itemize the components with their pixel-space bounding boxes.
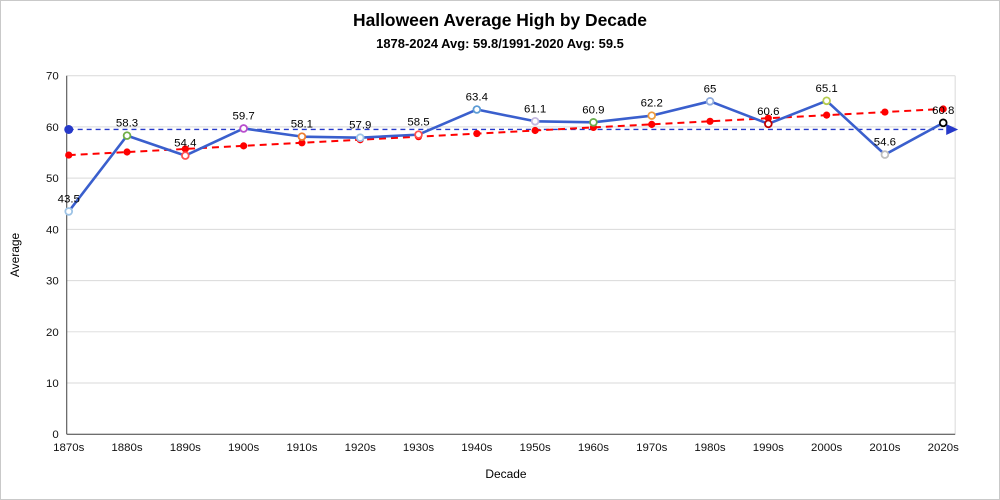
data-point-marker <box>880 150 890 159</box>
trend-point <box>531 126 539 135</box>
y-axis-title: Average <box>8 232 22 277</box>
trend-point <box>181 145 189 153</box>
series-line-path <box>67 99 945 213</box>
data-point-markers <box>64 96 948 216</box>
data-label: 60.6 <box>757 106 779 118</box>
data-label: 63.4 <box>466 92 489 104</box>
y-tick-label: 60 <box>46 122 59 134</box>
data-label: 60.8 <box>932 105 954 117</box>
trend-point <box>298 139 306 147</box>
trend-point <box>706 117 714 125</box>
y-tick-label: 40 <box>46 224 59 236</box>
x-tick-label: 1880s <box>111 442 142 454</box>
trend-point <box>939 105 947 113</box>
data-label: 65.1 <box>815 83 837 95</box>
data-point-marker <box>530 117 540 126</box>
x-tick-label: 2010s <box>869 442 900 454</box>
data-labels: 43.5 58.3 54.4 59.7 58.1 57.9 58.5 63.4 61.1 60.9… <box>58 83 955 206</box>
data-label: 59.7 <box>232 110 254 122</box>
data-label: 57.9 <box>349 120 371 132</box>
data-point-marker <box>472 105 482 114</box>
chart-title: Halloween Average High by Decade <box>353 10 647 30</box>
trend-line <box>68 108 944 157</box>
data-label: 43.5 <box>58 193 80 205</box>
chart-subtitle: 1878-2024 Avg: 59.8/1991-2020 Avg: 59.5 <box>376 36 624 51</box>
data-point-marker <box>764 119 773 129</box>
trend-point <box>240 142 248 150</box>
data-label: 58.3 <box>116 118 138 130</box>
reference-start-dot <box>64 125 74 134</box>
x-tick-label: 1930s <box>403 442 434 454</box>
data-label: 65 <box>704 83 717 95</box>
series-line-group <box>67 99 945 213</box>
x-tick-label: 1900s <box>228 442 259 454</box>
x-tick-label: 1870s <box>53 442 84 454</box>
y-tick-label: 70 <box>46 71 59 83</box>
y-tick-label: 10 <box>46 378 59 390</box>
y-tick-label: 50 <box>46 173 59 185</box>
trend-point <box>65 151 73 159</box>
data-point-marker <box>589 118 598 127</box>
data-point-marker <box>938 118 948 128</box>
x-tick-label: 1890s <box>170 442 201 454</box>
x-tick-label: 1920s <box>345 442 376 454</box>
y-tick-label: 0 <box>52 429 58 441</box>
x-tick-label: 1950s <box>520 442 551 454</box>
x-tick-label: 1940s <box>461 442 492 454</box>
x-tick-labels: 1870s 1880s 1890s 1900s 1910s 1920s 1930s 1940s… <box>53 442 959 454</box>
trend-point <box>123 148 131 156</box>
x-axis-title: Decade <box>485 467 527 481</box>
data-point-marker <box>822 96 831 106</box>
data-label: 62.2 <box>641 98 663 110</box>
data-point-marker <box>64 207 74 216</box>
reference-arrow-head <box>946 124 959 135</box>
data-point-marker <box>414 130 423 139</box>
y-tick-label: 30 <box>46 276 59 288</box>
trend-line-group <box>68 108 944 157</box>
data-label: 54.4 <box>174 138 197 150</box>
data-point-marker <box>705 97 715 106</box>
x-tick-label: 1960s <box>578 442 609 454</box>
y-tick-label: 20 <box>46 327 59 339</box>
data-point-marker <box>355 133 365 142</box>
y-tick-labels: 0 10 20 30 40 50 60 70 <box>46 71 59 442</box>
axes <box>66 75 956 435</box>
data-label: 58.1 <box>291 119 313 131</box>
x-tick-label: 2000s <box>811 442 842 454</box>
data-point-marker <box>122 131 132 140</box>
data-label: 60.9 <box>582 104 604 116</box>
data-point-marker <box>239 124 248 133</box>
x-tick-label: 1990s <box>753 442 784 454</box>
data-label: 61.1 <box>524 103 546 115</box>
data-label: 58.5 <box>407 117 429 129</box>
x-tick-label: 1910s <box>286 442 317 454</box>
data-point-marker <box>297 132 307 141</box>
trend-point <box>473 129 481 138</box>
average-reference-line-group <box>64 124 959 135</box>
x-tick-label: 2020s <box>928 442 959 454</box>
x-tick-label: 1970s <box>636 442 667 454</box>
trend-point <box>823 111 831 119</box>
data-point-marker <box>647 111 657 120</box>
gridlines <box>66 75 956 435</box>
data-point-marker <box>181 151 190 160</box>
trend-point <box>881 108 889 116</box>
x-tick-label: 1980s <box>694 442 725 454</box>
trend-point <box>648 120 656 128</box>
data-label: 54.6 <box>874 137 896 149</box>
